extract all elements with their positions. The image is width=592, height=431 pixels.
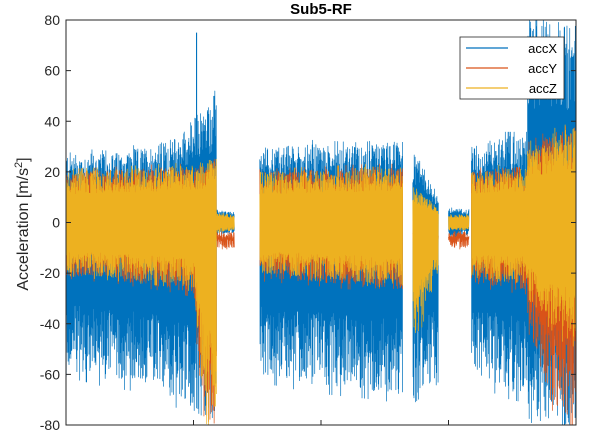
y-tick-label: -40 <box>40 316 60 332</box>
series-trace-accZ <box>412 187 439 334</box>
y-tick-label: -60 <box>40 366 60 382</box>
series-trace-accZ <box>448 214 470 231</box>
y-axis-label-close: ] <box>15 157 32 161</box>
y-tick-label: -20 <box>40 265 60 281</box>
x-axis-ticks <box>65 420 577 425</box>
series-trace-accZ <box>259 164 403 288</box>
y-axis-label-main: Acceleration [m/s <box>15 168 32 291</box>
legend-label-accZ: accZ <box>529 81 557 96</box>
y-tick-label: -80 <box>40 417 60 431</box>
y-tick-label: 0 <box>52 215 60 231</box>
legend: accX accY accZ <box>459 36 565 100</box>
y-tick-label: 40 <box>44 113 60 129</box>
y-tick-label: 60 <box>44 63 60 79</box>
y-axis-ticks: -80 -60 -40 -20 0 20 40 60 80 <box>40 12 576 431</box>
series-trace-accZ <box>471 164 528 284</box>
series-trace-accZ <box>66 158 217 425</box>
y-tick-label: 80 <box>44 12 60 28</box>
series-layer <box>66 20 576 425</box>
series-trace-accY <box>448 230 470 250</box>
y-axis-label-superscript: 2 <box>13 162 25 168</box>
chart-title: Sub5-RF <box>290 1 352 18</box>
series-accZ <box>66 124 576 425</box>
series-trace-accZ <box>216 211 235 234</box>
series-trace-accZ <box>527 124 576 347</box>
legend-label-accX: accX <box>528 41 557 56</box>
legend-label-accY: accY <box>528 61 557 76</box>
y-axis-label: Acceleration [m/s2] <box>13 157 32 290</box>
y-tick-label: 20 <box>44 164 60 180</box>
series-trace-accY <box>216 231 235 250</box>
